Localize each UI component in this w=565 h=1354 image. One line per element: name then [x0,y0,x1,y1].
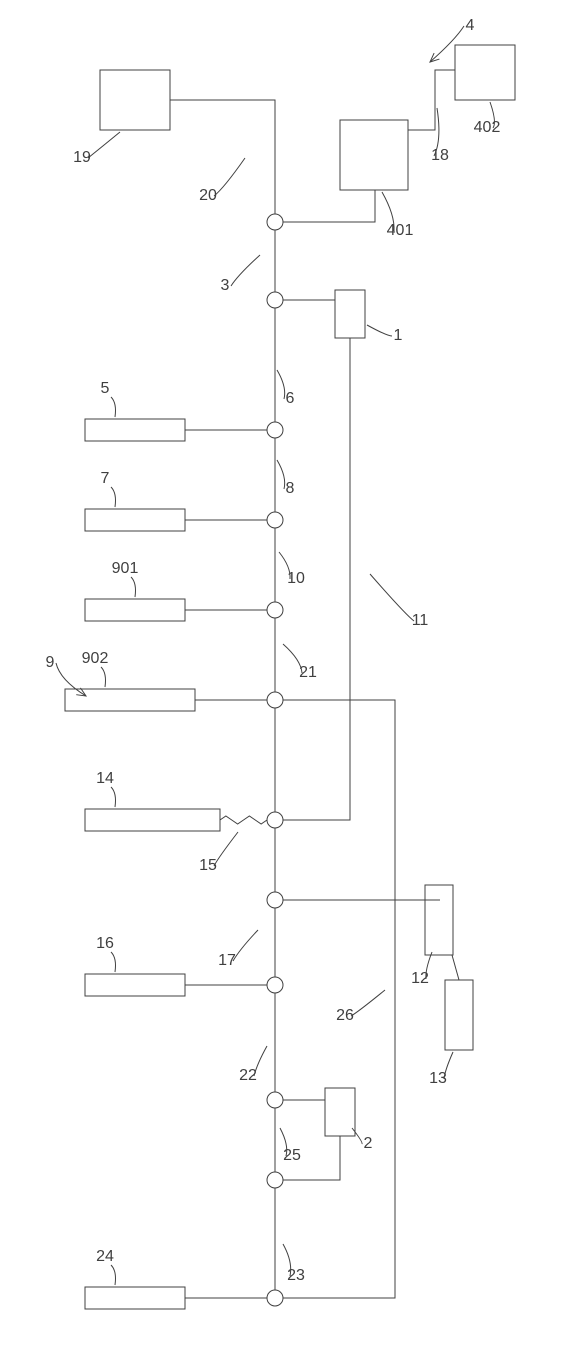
stub-label: 902 [82,650,109,667]
node [267,214,283,230]
leader [367,325,392,336]
stub-label: 14 [96,770,114,787]
leader [101,667,106,687]
connection [283,700,395,1298]
stub-box [85,974,185,996]
stub-label: 901 [112,560,139,577]
leader [351,990,385,1016]
node [267,977,283,993]
spring-connector [220,816,267,824]
ref-label: 6 [286,390,295,407]
ref-label: 4 [466,17,475,34]
leader [277,460,285,489]
node [267,1092,283,1108]
leader [430,26,464,62]
box-b13 [445,980,473,1050]
leader [370,574,414,621]
box-b401 [340,120,408,190]
ref-label: 9 [46,654,55,671]
node [267,692,283,708]
connection [170,100,275,214]
connection [452,955,459,980]
stub-box [85,1287,185,1309]
node [267,812,283,828]
leader [277,370,285,399]
leader [214,158,245,196]
stub-label: 5 [101,380,110,397]
stub-label: 24 [96,1248,114,1265]
ref-label: 11 [412,612,429,629]
node [267,512,283,528]
ref-label: 401 [387,222,414,239]
leader [88,132,120,158]
connection [283,190,375,222]
leader [111,487,116,507]
node [267,602,283,618]
stub-box [85,809,220,831]
leader [56,663,86,696]
ref-label: 8 [286,480,295,497]
stub-box [85,419,185,441]
diagram-canvas: 5790190214162419402401182034618102111159… [0,0,565,1354]
leader [111,397,116,417]
box-b19 [100,70,170,130]
stub-box [65,689,195,711]
leader [131,577,136,597]
box-b1 [335,290,365,338]
leader [111,952,116,972]
ref-label: 2 [364,1135,373,1152]
node [267,422,283,438]
ref-label: 3 [221,277,230,294]
node [267,892,283,908]
box-b12 [425,885,453,955]
ref-label: 1 [394,327,403,344]
leader [231,255,260,286]
stub-label: 7 [101,470,110,487]
leader [214,832,238,866]
stub-box [85,509,185,531]
leader [111,1265,116,1285]
leader [233,930,258,961]
connection [408,70,455,130]
box-b2 [325,1088,355,1136]
stub-box [85,599,185,621]
node [267,1172,283,1188]
leader [111,787,116,807]
box-b402 [455,45,515,100]
node [267,292,283,308]
ref-label: 402 [474,119,501,136]
node [267,1290,283,1306]
stub-label: 16 [96,935,114,952]
